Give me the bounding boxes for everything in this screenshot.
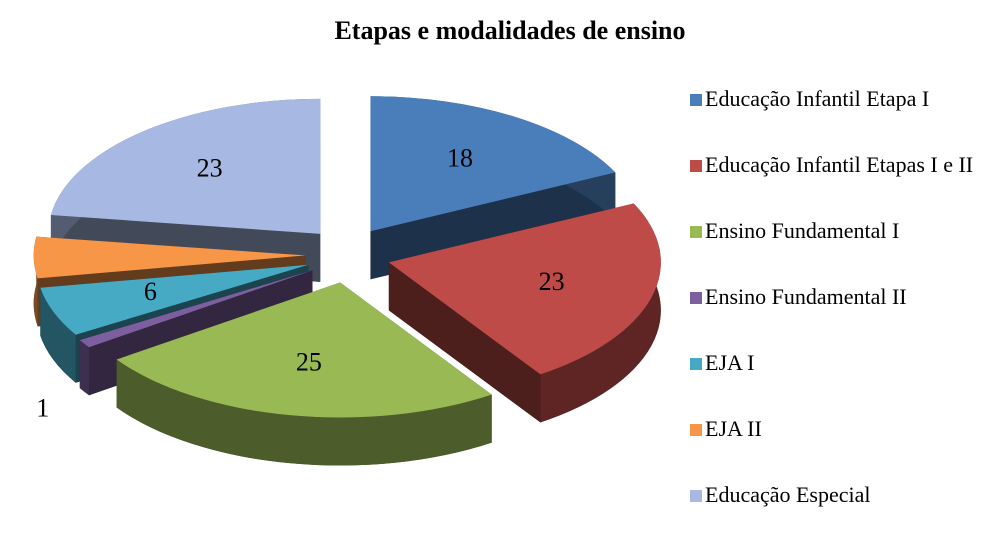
- legend-swatch: [690, 226, 702, 238]
- data-label: 25: [296, 348, 322, 377]
- legend-swatch: [690, 490, 702, 502]
- data-label: 6: [144, 277, 157, 306]
- legend-label: EJA II: [705, 416, 762, 441]
- data-label: 18: [447, 143, 473, 172]
- legend-swatch: [690, 358, 702, 370]
- legend-label: Educação Especial: [705, 482, 871, 507]
- slice-top: [116, 282, 492, 418]
- legend-label: Educação Infantil Etapa I: [705, 86, 930, 111]
- slice-side: [116, 359, 492, 466]
- chart: Etapas e modalidades de ensino 182325165…: [33, 16, 686, 466]
- slice-side: [540, 203, 661, 423]
- legend-swatch: [690, 292, 702, 304]
- slice-top: [370, 96, 616, 232]
- legend-item: EJA II: [690, 416, 1000, 482]
- slice: [116, 282, 492, 466]
- legend: Educação Infantil Etapa I Educação Infant…: [690, 86, 1000, 548]
- legend-label: Ensino Fundamental I: [705, 218, 900, 243]
- legend-item: Ensino Fundamental II: [690, 284, 1000, 350]
- legend-swatch: [690, 94, 702, 106]
- slice-top: [50, 98, 321, 234]
- page: Etapas e modalidades de ensino 182325165…: [33, 15, 974, 507]
- slice-wall: [388, 262, 541, 423]
- legend-label: Ensino Fundamental II: [705, 284, 907, 309]
- legend-swatch: [690, 424, 702, 436]
- legend-item: Educação Infantil Etapas I e II: [690, 152, 1000, 218]
- slice-top: [79, 270, 313, 348]
- slice-side: [40, 287, 76, 383]
- legend-item: EJA I: [690, 350, 1000, 416]
- slice-side: [79, 340, 90, 396]
- legend-swatch: [690, 160, 702, 172]
- legend-item: Ensino Fundamental I: [690, 218, 1000, 284]
- data-label: 1: [36, 393, 49, 422]
- slice: [388, 203, 661, 423]
- legend-label: EJA I: [705, 350, 755, 375]
- slice-top: [40, 264, 309, 335]
- legend-item: Educação Infantil Etapa I: [690, 86, 1000, 152]
- legend-label: Educação Infantil Etapas I e II: [705, 152, 974, 177]
- data-label: 23: [197, 154, 223, 183]
- legend-item: Educação Especial: [690, 482, 1000, 548]
- data-label: 23: [539, 267, 565, 296]
- slice-top: [33, 236, 306, 279]
- slice-top: [388, 203, 661, 375]
- chart-title: Etapas e modalidades de ensino: [334, 16, 685, 45]
